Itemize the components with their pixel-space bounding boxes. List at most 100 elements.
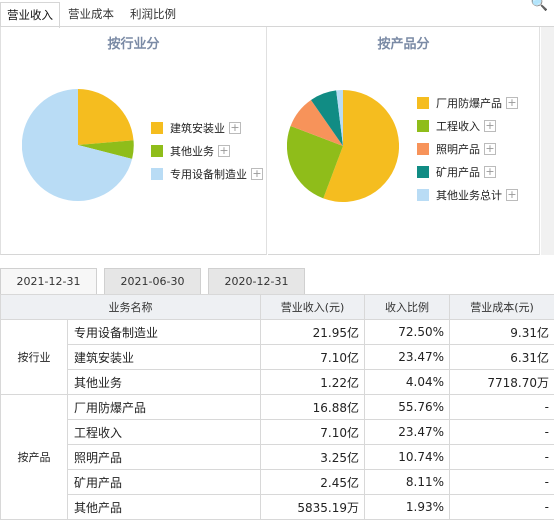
- product-chart-title: 按产品分: [377, 37, 430, 52]
- legend-item[interactable]: 建筑安装业 +: [151, 116, 263, 139]
- legend-label: 其他业务: [170, 144, 214, 158]
- top-tab-bar: 营业收入 营业成本 利润比例 🔍: [0, 0, 554, 28]
- cost-cell: -: [449, 494, 554, 520]
- cost-cell: -: [449, 469, 554, 495]
- header-business-name: 业务名称: [0, 294, 261, 320]
- legend-item[interactable]: 工程收入 +: [417, 114, 518, 137]
- business-name-cell: 照明产品: [67, 444, 261, 470]
- ratio-cell: 10.74%: [364, 444, 450, 470]
- expand-plus-icon[interactable]: +: [484, 164, 496, 178]
- legend-label: 矿用产品: [436, 165, 480, 179]
- cost-cell: 9.31亿: [449, 319, 554, 345]
- expand-plus-icon[interactable]: +: [506, 95, 518, 109]
- legend-swatch: [417, 96, 429, 109]
- revenue-cell: 5835.19万: [260, 494, 365, 520]
- table-row: 按行业 专用设备制造业 21.95亿 72.50% 9.31亿: [0, 319, 554, 395]
- cost-cell: 6.31亿: [449, 344, 554, 370]
- legend-swatch: [151, 144, 163, 157]
- business-name-cell: 其他产品: [67, 494, 261, 520]
- table-row: 按产品 厂用防爆产品 16.88亿 55.76% -: [0, 394, 554, 520]
- business-name-cell: 矿用产品: [67, 469, 261, 495]
- legend-item[interactable]: 矿用产品 +: [417, 160, 518, 183]
- business-name-cell: 厂用防爆产品: [67, 394, 261, 420]
- category-cell: 按行业: [0, 319, 68, 395]
- business-name-cell: 专用设备制造业: [67, 319, 261, 345]
- ratio-cell: 55.76%: [364, 394, 450, 420]
- pie-slice-special-equipment[interactable]: [22, 89, 133, 201]
- legend-swatch: [417, 188, 429, 201]
- legend-item[interactable]: 厂用防爆产品 +: [417, 91, 518, 114]
- expand-plus-icon[interactable]: +: [484, 118, 496, 132]
- date-tab-2021-06-30[interactable]: 2021-06-30: [104, 268, 201, 294]
- pie-slice-explosion-proof[interactable]: [323, 90, 399, 202]
- product-legend: 厂用防爆产品 + 工程收入 + 照明产品 + 矿用产品 + 其他业务总计 +: [417, 91, 518, 206]
- ratio-cell: 4.04%: [364, 369, 450, 395]
- expand-plus-icon[interactable]: +: [229, 120, 241, 134]
- legend-label: 厂用防爆产品: [436, 96, 502, 110]
- industry-chart-title: 按行业分: [107, 37, 160, 52]
- legend-swatch: [151, 167, 163, 180]
- revenue-cell: 7.10亿: [260, 344, 365, 370]
- table-row: 建筑安装业 7.10亿 23.47% 6.31亿: [1, 344, 554, 370]
- ratio-cell: 1.93%: [364, 494, 450, 520]
- industry-chart-panel: 按行业分 建筑安装业 + 其他业务 + 专用设备制造业 +: [0, 27, 267, 255]
- revenue-cell: 2.45亿: [260, 469, 365, 495]
- pie-slice-other-products[interactable]: [336, 90, 343, 146]
- pie-slice-lighting[interactable]: [290, 100, 343, 146]
- tab-cost[interactable]: 营业成本: [68, 7, 114, 21]
- tab-divider: [0, 26, 554, 27]
- table-row: 其他业务 1.22亿 4.04% 7718.70万: [1, 369, 554, 395]
- search-icon[interactable]: 🔍: [530, 0, 548, 12]
- header-ratio[interactable]: 收入比例: [364, 294, 450, 320]
- header-cost[interactable]: 营业成本(元): [449, 294, 554, 320]
- table-row: 工程收入 7.10亿 23.47% -: [1, 419, 554, 445]
- legend-swatch: [417, 142, 429, 155]
- legend-item[interactable]: 其他业务 +: [151, 139, 263, 162]
- product-chart-panel: 按产品分 厂用防爆产品 + 工程收入 + 照明产品 + 矿用产品 +: [268, 27, 540, 255]
- ratio-cell: 23.47%: [364, 344, 450, 370]
- pie-slice-engineering[interactable]: [287, 126, 343, 199]
- expand-plus-icon[interactable]: +: [506, 187, 518, 201]
- ratio-cell: 23.47%: [364, 419, 450, 445]
- pie-slice-other-business[interactable]: [78, 140, 134, 159]
- cost-cell: -: [449, 419, 554, 445]
- business-name-cell: 建筑安装业: [67, 344, 261, 370]
- legend-label: 工程收入: [436, 119, 480, 133]
- scrollbar-track[interactable]: [541, 27, 554, 255]
- revenue-cell: 16.88亿: [260, 394, 365, 420]
- revenue-cell: 3.25亿: [260, 444, 365, 470]
- cost-cell: 7718.70万: [449, 369, 554, 395]
- revenue-cell: 21.95亿: [260, 319, 365, 345]
- legend-label: 照明产品: [436, 142, 480, 156]
- industry-pie-chart: [22, 89, 134, 201]
- legend-item[interactable]: 其他业务总计 +: [417, 183, 518, 206]
- expand-plus-icon[interactable]: +: [251, 166, 263, 180]
- cost-cell: -: [449, 394, 554, 420]
- legend-item[interactable]: 照明产品 +: [417, 137, 518, 160]
- report-date-tabs: 2021-12-31 2021-06-30 2020-12-31: [0, 268, 554, 294]
- tab-revenue[interactable]: 营业收入: [0, 2, 60, 28]
- header-revenue[interactable]: 营业收入(元): [260, 294, 365, 320]
- date-tab-2021-12-31[interactable]: 2021-12-31: [0, 268, 97, 294]
- cost-cell: -: [449, 444, 554, 470]
- legend-item[interactable]: 专用设备制造业 +: [151, 162, 263, 185]
- pie-slice-construction[interactable]: [78, 89, 134, 145]
- ratio-cell: 72.50%: [364, 319, 450, 345]
- category-cell: 按产品: [0, 394, 68, 520]
- table-row: 矿用产品 2.45亿 8.11% -: [1, 469, 554, 495]
- tab-profit-ratio[interactable]: 利润比例: [130, 7, 176, 21]
- legend-label: 建筑安装业: [170, 121, 225, 135]
- industry-legend: 建筑安装业 + 其他业务 + 专用设备制造业 +: [151, 116, 263, 185]
- revenue-cell: 1.22亿: [260, 369, 365, 395]
- table-row: 照明产品 3.25亿 10.74% -: [1, 444, 554, 470]
- table-row: 其他产品 5835.19万 1.93% -: [1, 494, 554, 520]
- date-tab-2020-12-31[interactable]: 2020-12-31: [208, 268, 305, 294]
- expand-plus-icon[interactable]: +: [218, 143, 230, 157]
- business-name-cell: 其他业务: [67, 369, 261, 395]
- pie-slice-mining[interactable]: [311, 90, 343, 146]
- ratio-cell: 8.11%: [364, 469, 450, 495]
- expand-plus-icon[interactable]: +: [484, 141, 496, 155]
- table-header-row: 业务名称 营业收入(元) 收入比例 营业成本(元): [0, 294, 554, 320]
- legend-swatch: [417, 119, 429, 132]
- business-name-cell: 工程收入: [67, 419, 261, 445]
